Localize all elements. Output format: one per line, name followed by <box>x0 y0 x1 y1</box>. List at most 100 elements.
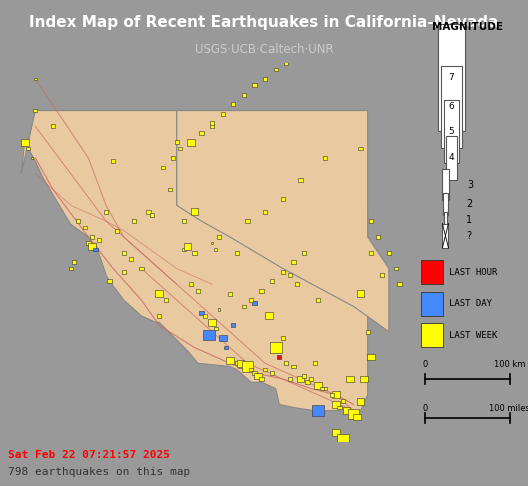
Text: Sat Feb 22 07:21:57 2025: Sat Feb 22 07:21:57 2025 <box>8 450 170 460</box>
Text: 0: 0 <box>422 404 427 413</box>
Bar <box>323 387 327 390</box>
Bar <box>72 260 77 264</box>
Bar <box>341 399 345 403</box>
Bar <box>365 330 370 333</box>
Bar <box>219 334 227 342</box>
Bar <box>90 235 94 239</box>
Bar <box>228 292 232 295</box>
Text: 0: 0 <box>422 360 427 369</box>
Bar <box>104 210 108 213</box>
Bar <box>298 178 303 182</box>
Bar <box>217 235 221 239</box>
Text: 4: 4 <box>449 154 454 162</box>
Text: 2: 2 <box>466 199 473 209</box>
Bar <box>209 319 216 326</box>
Bar <box>146 210 150 213</box>
Bar <box>34 78 36 80</box>
Bar <box>191 208 198 215</box>
Bar <box>353 414 361 420</box>
Bar <box>235 251 239 255</box>
Bar <box>288 273 292 277</box>
Bar <box>297 376 304 382</box>
Text: ?: ? <box>467 231 472 241</box>
Text: LAST WEEK: LAST WEEK <box>449 331 497 340</box>
Bar <box>291 364 296 368</box>
Bar <box>237 360 244 367</box>
Bar <box>288 377 292 381</box>
Bar <box>211 242 213 244</box>
Bar <box>31 157 33 159</box>
Bar <box>270 342 282 353</box>
Bar <box>252 371 257 375</box>
Bar <box>369 219 373 223</box>
Bar <box>265 312 272 319</box>
Bar <box>302 251 306 255</box>
Bar <box>263 368 267 371</box>
Bar <box>270 279 275 283</box>
Bar <box>221 112 225 116</box>
Bar <box>150 213 154 217</box>
Text: 100 miles: 100 miles <box>489 404 528 413</box>
Bar <box>210 122 214 125</box>
Bar <box>343 407 350 414</box>
Bar <box>192 251 196 255</box>
Bar <box>249 368 253 371</box>
Text: 100 km: 100 km <box>494 360 525 369</box>
Bar <box>231 103 235 106</box>
Bar <box>182 248 186 251</box>
Bar <box>270 371 275 375</box>
Bar <box>323 156 327 160</box>
Bar <box>182 219 186 223</box>
Text: USGS·UCB·Caltech·UNR: USGS·UCB·Caltech·UNR <box>195 43 333 56</box>
Bar <box>346 376 354 382</box>
Bar <box>76 219 80 223</box>
Bar <box>284 362 288 365</box>
Bar <box>33 109 37 112</box>
Bar <box>26 147 31 150</box>
Bar <box>281 336 285 340</box>
Bar <box>108 279 112 283</box>
Bar <box>224 346 229 349</box>
Bar <box>442 224 448 248</box>
Bar <box>129 257 133 261</box>
Bar <box>167 188 172 191</box>
Bar <box>263 77 267 81</box>
Bar <box>115 229 119 232</box>
Text: MAGNITUDE: MAGNITUDE <box>432 22 503 32</box>
Bar <box>178 147 182 150</box>
Bar <box>200 311 204 314</box>
Bar <box>196 289 200 293</box>
Bar <box>132 219 136 223</box>
Bar <box>444 212 447 227</box>
Bar <box>360 376 368 382</box>
Bar <box>161 166 165 169</box>
Bar <box>93 248 98 251</box>
Bar <box>241 361 253 372</box>
Bar <box>111 159 115 163</box>
Bar <box>347 409 360 419</box>
Bar <box>394 267 398 270</box>
Bar <box>69 267 73 270</box>
Bar <box>369 251 373 255</box>
Bar <box>259 377 263 381</box>
Bar <box>316 298 320 302</box>
Bar <box>421 292 443 316</box>
Bar <box>203 314 207 318</box>
Bar <box>175 140 179 144</box>
Bar <box>235 362 239 365</box>
Polygon shape <box>177 110 389 332</box>
Bar <box>203 330 214 340</box>
Bar <box>274 68 278 71</box>
Bar <box>332 391 340 399</box>
Text: 1: 1 <box>466 215 472 225</box>
Bar <box>213 327 218 330</box>
Bar <box>398 282 402 286</box>
Bar <box>446 136 457 180</box>
Bar <box>281 197 285 201</box>
Bar <box>376 235 380 239</box>
Bar <box>189 282 193 286</box>
Text: 3: 3 <box>467 180 474 190</box>
Bar <box>277 355 281 359</box>
Bar <box>302 374 306 378</box>
Bar <box>121 251 126 255</box>
